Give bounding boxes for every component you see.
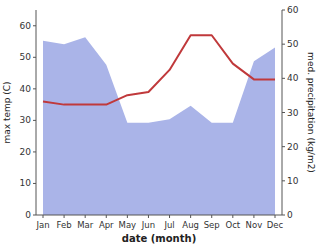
y-tick-label: 50 [20, 52, 32, 62]
y2-tick-label: 20 [287, 142, 299, 152]
x-tick-label: Feb [57, 220, 72, 230]
x-tick-label: Jul [163, 220, 174, 230]
precip-area [43, 37, 275, 215]
y2-tick-label: 60 [287, 5, 299, 15]
y-tick [33, 88, 36, 89]
x-tick [148, 215, 149, 218]
y2-tick-label: 10 [287, 176, 299, 186]
y-tick [33, 25, 36, 26]
y2-tick [282, 112, 285, 113]
x-tick [64, 215, 65, 218]
y2-tick-label: 50 [287, 39, 299, 49]
chart: 0 10 20 30 40 50 60 0 10 20 30 40 50 60 Jan Feb Mar Apr Ma… [0, 0, 318, 247]
x-tick [127, 215, 128, 218]
y2-tick [282, 180, 285, 181]
x-tick-label: Sep [204, 220, 220, 230]
x-tick [253, 215, 254, 218]
left-axis-line [36, 10, 37, 215]
y2-tick [282, 10, 285, 11]
y-tick-label: 10 [20, 178, 32, 188]
x-tick-label: Oct [225, 220, 240, 230]
y2-tick-label: 40 [287, 73, 299, 83]
y-tick [33, 57, 36, 58]
plot-area [43, 35, 275, 215]
x-tick-label: Dec [267, 220, 284, 230]
y-tick-label: 40 [20, 84, 32, 94]
y-tick-label: 0 [25, 210, 31, 220]
temp-line [43, 35, 275, 104]
x-tick [43, 215, 44, 218]
y-tick-label: 30 [20, 115, 32, 125]
y2-tick-label: 30 [287, 108, 299, 118]
y-tick [33, 120, 36, 121]
x-tick [232, 215, 233, 218]
y2-tick [282, 44, 285, 45]
x-tick [275, 215, 276, 218]
y2-tick-label: 0 [287, 210, 293, 220]
x-tick-label: Nov [246, 220, 263, 230]
y-tick [33, 215, 36, 216]
x-tick-label: Jan [35, 220, 49, 230]
x-tick [190, 215, 191, 218]
x-tick-label: May [119, 220, 137, 230]
x-tick-label: Jun [141, 220, 155, 230]
x-tick-label: Mar [77, 220, 94, 230]
y2-tick [282, 146, 285, 147]
chart-container: 0 10 20 30 40 50 60 0 10 20 30 40 50 60 Jan Feb Mar Apr Ma… [0, 0, 318, 247]
x-tick [169, 215, 170, 218]
y2-tick [282, 215, 285, 216]
x-tick [106, 215, 107, 218]
x-tick-label: Apr [99, 220, 114, 230]
y-axis-label: max temp (C) [2, 81, 12, 143]
y-tick [33, 151, 36, 152]
x-axis-label: date (month) [122, 233, 196, 244]
y-tick [33, 183, 36, 184]
x-tick [85, 215, 86, 218]
x-axis-line [36, 215, 282, 216]
y2-axis-label: med. precipitation (kg/m2) [306, 52, 316, 173]
y2-tick [282, 78, 285, 79]
y-tick-label: 60 [20, 21, 32, 31]
x-tick-label: Aug [182, 220, 199, 230]
x-tick [211, 215, 212, 218]
y-tick-label: 20 [20, 147, 32, 157]
